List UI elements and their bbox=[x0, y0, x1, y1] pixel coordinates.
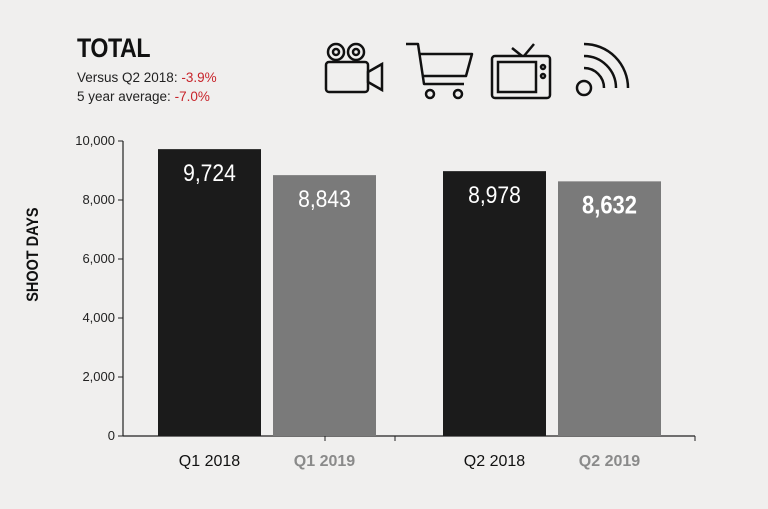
bar-value-label: 8,978 bbox=[468, 182, 521, 209]
y-tick-label: 10,000 bbox=[75, 133, 115, 148]
bar-q1-2018 bbox=[158, 149, 261, 436]
y-tick-label: 4,000 bbox=[82, 310, 115, 325]
x-category-label: Q1 2019 bbox=[294, 453, 355, 470]
television-icon bbox=[490, 43, 552, 100]
shopping-cart-icon bbox=[406, 42, 474, 100]
y-tick-label: 6,000 bbox=[82, 251, 115, 266]
versus-q2-2018-stat: Versus Q2 2018: -3.9% bbox=[77, 70, 217, 85]
bar-q2-2018 bbox=[443, 171, 546, 437]
y-tick-label: 2,000 bbox=[82, 369, 115, 384]
versus-label: Versus Q2 2018: bbox=[77, 70, 178, 85]
bar-q2-2019 bbox=[558, 181, 661, 436]
bar-q1-2019 bbox=[273, 175, 376, 436]
x-category-label: Q1 2018 bbox=[179, 453, 240, 470]
average-label: 5 year average: bbox=[77, 89, 171, 104]
average-value: -7.0% bbox=[174, 89, 210, 104]
y-tick-label: 0 bbox=[108, 428, 115, 443]
x-category-label: Q2 2019 bbox=[579, 453, 640, 470]
bar-value-label: 8,843 bbox=[298, 186, 351, 213]
versus-value: -3.9% bbox=[181, 70, 217, 85]
category-icons bbox=[324, 42, 630, 100]
y-tick-label: 8,000 bbox=[82, 192, 115, 207]
five-year-average-stat: 5 year average: -7.0% bbox=[77, 89, 210, 104]
chart-title: TOTAL bbox=[77, 33, 151, 63]
bar-value-label: 9,724 bbox=[183, 160, 236, 187]
x-category-label: Q2 2018 bbox=[464, 453, 525, 470]
film-camera-icon bbox=[324, 42, 384, 94]
bar-value-label: 8,632 bbox=[582, 191, 637, 219]
broadcast-signal-icon bbox=[575, 42, 630, 97]
